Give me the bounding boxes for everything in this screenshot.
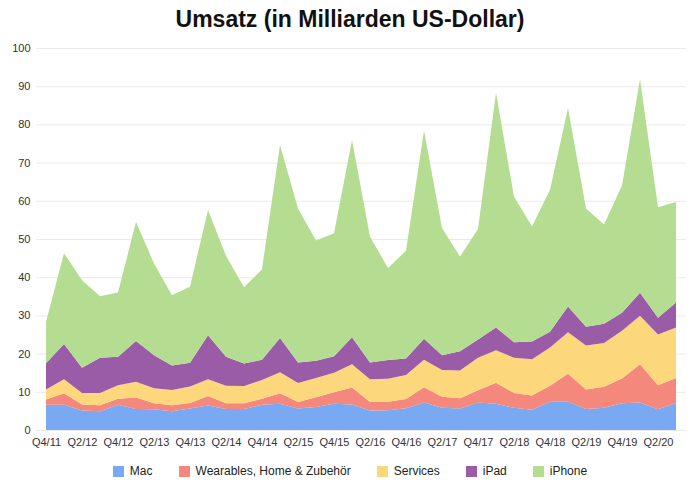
html-text:iPad: iPad [482, 464, 507, 478]
html-text:Umsatz (in Milliarden US-Dolla: Umsatz (in Milliarden US-Dollar) [175, 6, 525, 32]
html-text:Mac: Mac [129, 464, 153, 478]
svg-text:Q2/16: Q2/16 [356, 436, 386, 448]
svg-text:Q4/11: Q4/11 [32, 436, 61, 448]
svg-text:Q2/17: Q2/17 [428, 436, 458, 448]
svg-text:80: 80 [18, 118, 30, 130]
svg-text:20: 20 [18, 348, 30, 360]
svg-text:90: 90 [18, 80, 30, 92]
svg-text:50: 50 [18, 233, 30, 245]
svg-text:70: 70 [18, 157, 30, 169]
svg-text:Q4/17: Q4/17 [464, 436, 494, 448]
svg-text:Q4/16: Q4/16 [392, 436, 422, 448]
svg-text:Q4/13: Q4/13 [176, 436, 206, 448]
html-text:Wearables, Home & Zubehör: Wearables, Home & Zubehör [195, 464, 351, 478]
html-text:iPhone: iPhone [549, 464, 588, 478]
svg-text:100: 100 [12, 42, 30, 54]
svg-text:Q4/14: Q4/14 [248, 436, 278, 448]
svg-text:Q4/19: Q4/19 [608, 436, 638, 448]
svg-text:Q2/12: Q2/12 [68, 436, 98, 448]
svg-text:10: 10 [18, 386, 30, 398]
svg-text:Q2/19: Q2/19 [572, 436, 602, 448]
svg-text:60: 60 [18, 195, 30, 207]
html-text:Services: Services [393, 464, 440, 478]
svg-text:Q4/18: Q4/18 [536, 436, 566, 448]
svg-text:Q2/15: Q2/15 [284, 436, 314, 448]
svg-text:Q2/18: Q2/18 [500, 436, 530, 448]
svg-text:Q2/20: Q2/20 [644, 436, 674, 448]
svg-text:Q4/15: Q4/15 [320, 436, 350, 448]
svg-text:Q2/14: Q2/14 [212, 436, 242, 448]
svg-text:Q4/12: Q4/12 [104, 436, 134, 448]
svg-text:Q2/13: Q2/13 [140, 436, 170, 448]
svg-text:30: 30 [18, 309, 30, 321]
svg-text:0: 0 [24, 424, 30, 436]
svg-text:40: 40 [18, 271, 30, 283]
